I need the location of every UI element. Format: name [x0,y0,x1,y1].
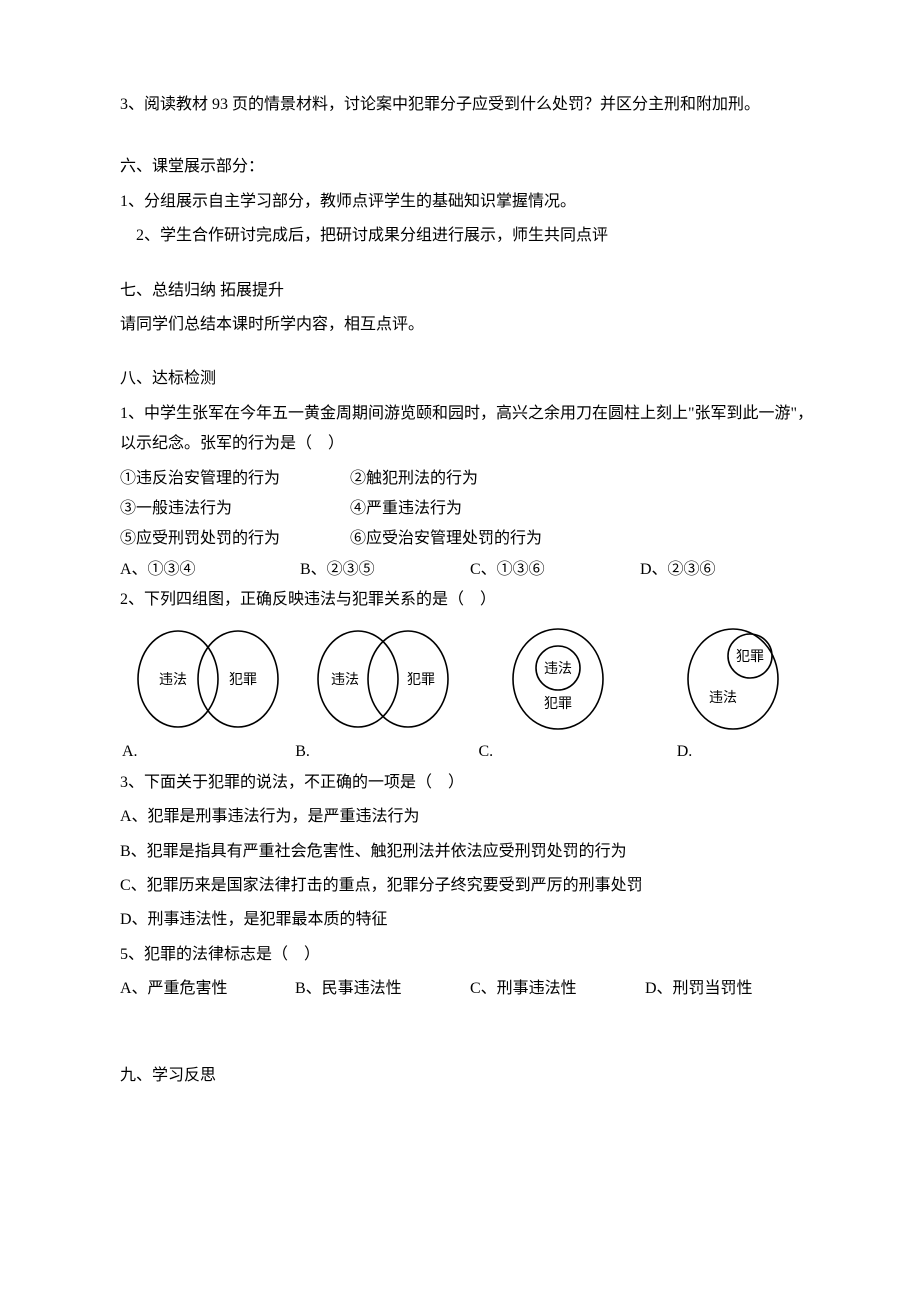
choice-d: D. [622,737,820,767]
spacer [120,344,820,364]
question-1-stem: 1、中学生张军在今年五一黄金周期间游览颐和园时，高兴之余用刀在圆柱上刻上"张军到… [120,399,820,460]
venn-c: 违法 犯罪 [470,624,645,734]
venn-ellipse-outer [513,629,603,729]
venn-label-fanzui: 犯罪 [407,672,435,688]
subopt-1: ①违反治安管理的行为 [120,464,350,494]
choice-d: D、刑罚当罚性 [645,974,820,1004]
venn-c-svg: 违法 犯罪 [493,624,623,734]
question-5-choices: A、严重危害性 B、民事违法性 C、刑事违法性 D、刑罚当罚性 [120,974,820,1004]
question-1-subopts-row2: ③一般违法行为 ④严重违法行为 [120,494,820,524]
question-3-choice-b: B、犯罪是指具有严重社会危害性、触犯刑法并依法应受刑罚处罚的行为 [120,837,820,867]
question-5-stem: 5、犯罪的法律标志是（ ） [120,940,820,970]
question-3-choice-c: C、犯罪历来是国家法律打击的重点，犯罪分子终究要受到严厉的刑事处罚 [120,871,820,901]
venn-d: 犯罪 违法 [645,624,820,734]
question-3-choice-d: D、刑事违法性，是犯罪最本质的特征 [120,905,820,935]
venn-b: 违法 犯罪 [295,624,470,734]
venn-label-fanzui: 犯罪 [736,649,764,665]
choice-d: D、②③⑥ [640,555,780,585]
section-6-item-1: 1、分组展示自主学习部分，教师点评学生的基础知识掌握情况。 [120,187,820,217]
venn-a: 违法 犯罪 [120,624,295,734]
choice-b: B. [265,737,438,767]
section-7-title: 七、总结归纳 拓展提升 [120,276,820,306]
venn-label-weifa: 违法 [709,690,737,706]
choice-b: B、民事违法性 [295,974,470,1004]
venn-diagrams-row: 违法 犯罪 违法 犯罪 违法 犯罪 犯罪 [120,619,820,739]
spacer [120,1033,820,1061]
venn-d-svg: 犯罪 违法 [668,624,798,734]
venn-b-svg: 违法 犯罪 [303,624,463,734]
choice-c: C. [439,737,622,767]
question-3-stem: 3、下面关于犯罪的说法，不正确的一项是（ ） [120,768,820,798]
section-7-line: 请同学们总结本课时所学内容，相互点评。 [120,310,820,340]
subopt-6: ⑥应受治安管理处罚的行为 [350,524,542,554]
venn-label-fanzui: 犯罪 [544,696,572,712]
choice-a: A. [120,737,265,767]
spacer [120,1005,820,1033]
subopt-4: ④严重违法行为 [350,494,462,524]
question-2-choices: A. B. C. D. [120,737,820,767]
section-6-title: 六、课堂展示部分： [120,152,820,182]
venn-label-fanzui: 犯罪 [229,672,257,688]
question-1-subopts-row3: ⑤应受刑罚处罚的行为 ⑥应受治安管理处罚的行为 [120,524,820,554]
subopt-3: ③一般违法行为 [120,494,350,524]
choice-a: A、严重危害性 [120,974,295,1004]
question-3-choice-a: A、犯罪是刑事违法行为，是严重违法行为 [120,802,820,832]
choice-c: C、刑事违法性 [470,974,645,1004]
choice-b: B、②③⑤ [300,555,470,585]
spacer [120,256,820,276]
spacer [120,124,820,152]
venn-label-weifa: 违法 [159,672,187,688]
venn-ellipse-outer [688,629,778,729]
subopt-5: ⑤应受刑罚处罚的行为 [120,524,350,554]
section-8-title: 八、达标检测 [120,364,820,394]
choice-a: A、①③④ [120,555,300,585]
subopt-2: ②触犯刑法的行为 [350,464,478,494]
paragraph-3: 3、阅读教材 93 页的情景材料，讨论案中犯罪分子应受到什么处罚？并区分主刑和附… [120,90,820,120]
venn-label-weifa: 违法 [331,672,359,688]
question-1-choices: A、①③④ B、②③⑤ C、①③⑥ D、②③⑥ [120,555,820,585]
venn-a-svg: 违法 犯罪 [128,624,288,734]
section-6-item-2: 2、学生合作研讨完成后，把研讨成果分组进行展示，师生共同点评 [120,221,820,251]
section-9-title: 九、学习反思 [120,1061,820,1091]
choice-c: C、①③⑥ [470,555,640,585]
question-1-subopts-row1: ①违反治安管理的行为 ②触犯刑法的行为 [120,464,820,494]
question-2-stem: 2、下列四组图，正确反映违法与犯罪关系的是（ ） [120,585,820,615]
venn-label-weifa: 违法 [544,661,572,677]
document-page: 3、阅读教材 93 页的情景材料，讨论案中犯罪分子应受到什么处罚？并区分主刑和附… [0,0,920,1302]
